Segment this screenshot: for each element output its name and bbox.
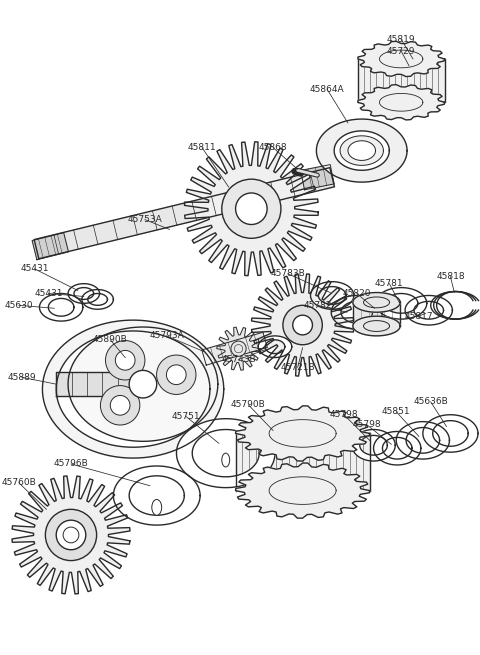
Text: 45743B: 45743B	[221, 355, 256, 364]
Text: 45751: 45751	[172, 412, 201, 421]
Text: 45760B: 45760B	[1, 478, 36, 487]
Text: 45889: 45889	[7, 373, 36, 382]
Polygon shape	[34, 168, 335, 259]
Polygon shape	[423, 415, 478, 452]
Polygon shape	[405, 295, 453, 325]
Polygon shape	[353, 316, 400, 336]
Text: 45790B: 45790B	[231, 400, 266, 409]
Polygon shape	[113, 466, 200, 525]
Polygon shape	[202, 332, 267, 365]
Polygon shape	[177, 419, 275, 488]
Polygon shape	[252, 274, 354, 376]
Circle shape	[222, 179, 281, 238]
Text: 45817: 45817	[405, 312, 433, 321]
Text: 45868: 45868	[259, 143, 288, 152]
Polygon shape	[82, 290, 113, 309]
Text: 45796B: 45796B	[54, 460, 88, 468]
Polygon shape	[396, 422, 449, 459]
Text: 45819: 45819	[387, 35, 416, 44]
Polygon shape	[184, 141, 318, 276]
Polygon shape	[373, 432, 421, 465]
Circle shape	[129, 370, 157, 398]
Circle shape	[110, 396, 130, 415]
Polygon shape	[300, 164, 334, 190]
Polygon shape	[358, 84, 444, 120]
Text: 45729: 45729	[387, 47, 415, 56]
Circle shape	[100, 386, 140, 425]
Polygon shape	[32, 233, 69, 259]
Ellipse shape	[152, 500, 162, 515]
Text: 45793A: 45793A	[149, 331, 184, 341]
Polygon shape	[316, 119, 407, 182]
Circle shape	[63, 527, 79, 543]
Polygon shape	[236, 434, 370, 491]
Circle shape	[234, 345, 243, 353]
Circle shape	[293, 315, 312, 335]
Text: 45798: 45798	[352, 420, 381, 429]
Circle shape	[167, 365, 186, 384]
Text: 45820: 45820	[343, 289, 371, 298]
Polygon shape	[236, 463, 370, 518]
Polygon shape	[358, 41, 444, 77]
Circle shape	[115, 350, 135, 370]
Polygon shape	[236, 406, 370, 461]
Ellipse shape	[222, 453, 229, 467]
Text: 45781: 45781	[375, 279, 404, 288]
Circle shape	[228, 185, 275, 233]
Text: 45431: 45431	[34, 289, 62, 298]
Polygon shape	[358, 59, 444, 102]
Text: 45818: 45818	[436, 272, 465, 281]
Circle shape	[56, 520, 86, 550]
Text: 45431: 45431	[20, 265, 49, 273]
Polygon shape	[353, 303, 400, 326]
Polygon shape	[331, 295, 383, 329]
Polygon shape	[352, 430, 395, 461]
Circle shape	[293, 315, 312, 335]
Text: 45851: 45851	[382, 407, 410, 417]
Text: 45721B: 45721B	[280, 363, 315, 372]
Text: 45783B: 45783B	[270, 269, 305, 278]
Text: 45811: 45811	[188, 143, 216, 152]
Circle shape	[156, 355, 196, 394]
Circle shape	[236, 193, 267, 225]
Circle shape	[60, 524, 82, 546]
Text: 45753A: 45753A	[128, 215, 162, 224]
Polygon shape	[56, 372, 133, 396]
Polygon shape	[311, 282, 354, 309]
Polygon shape	[68, 327, 218, 441]
Circle shape	[231, 341, 246, 356]
Polygon shape	[258, 336, 292, 358]
Circle shape	[285, 307, 321, 343]
Polygon shape	[12, 476, 130, 594]
Text: 45798: 45798	[330, 410, 358, 419]
Polygon shape	[353, 293, 400, 312]
Polygon shape	[68, 284, 99, 303]
Circle shape	[239, 196, 264, 222]
Polygon shape	[56, 519, 86, 550]
Text: 45890B: 45890B	[93, 335, 128, 345]
Circle shape	[106, 341, 145, 380]
Polygon shape	[217, 327, 260, 370]
Text: 45630: 45630	[4, 301, 33, 310]
Polygon shape	[42, 320, 224, 458]
Text: 45636B: 45636B	[413, 398, 448, 406]
Text: 45864A: 45864A	[310, 85, 345, 94]
Polygon shape	[39, 293, 83, 321]
Polygon shape	[340, 136, 384, 165]
Circle shape	[283, 305, 322, 345]
Text: 45782: 45782	[303, 301, 332, 310]
Polygon shape	[375, 288, 427, 319]
Circle shape	[46, 510, 96, 561]
Circle shape	[50, 514, 92, 555]
